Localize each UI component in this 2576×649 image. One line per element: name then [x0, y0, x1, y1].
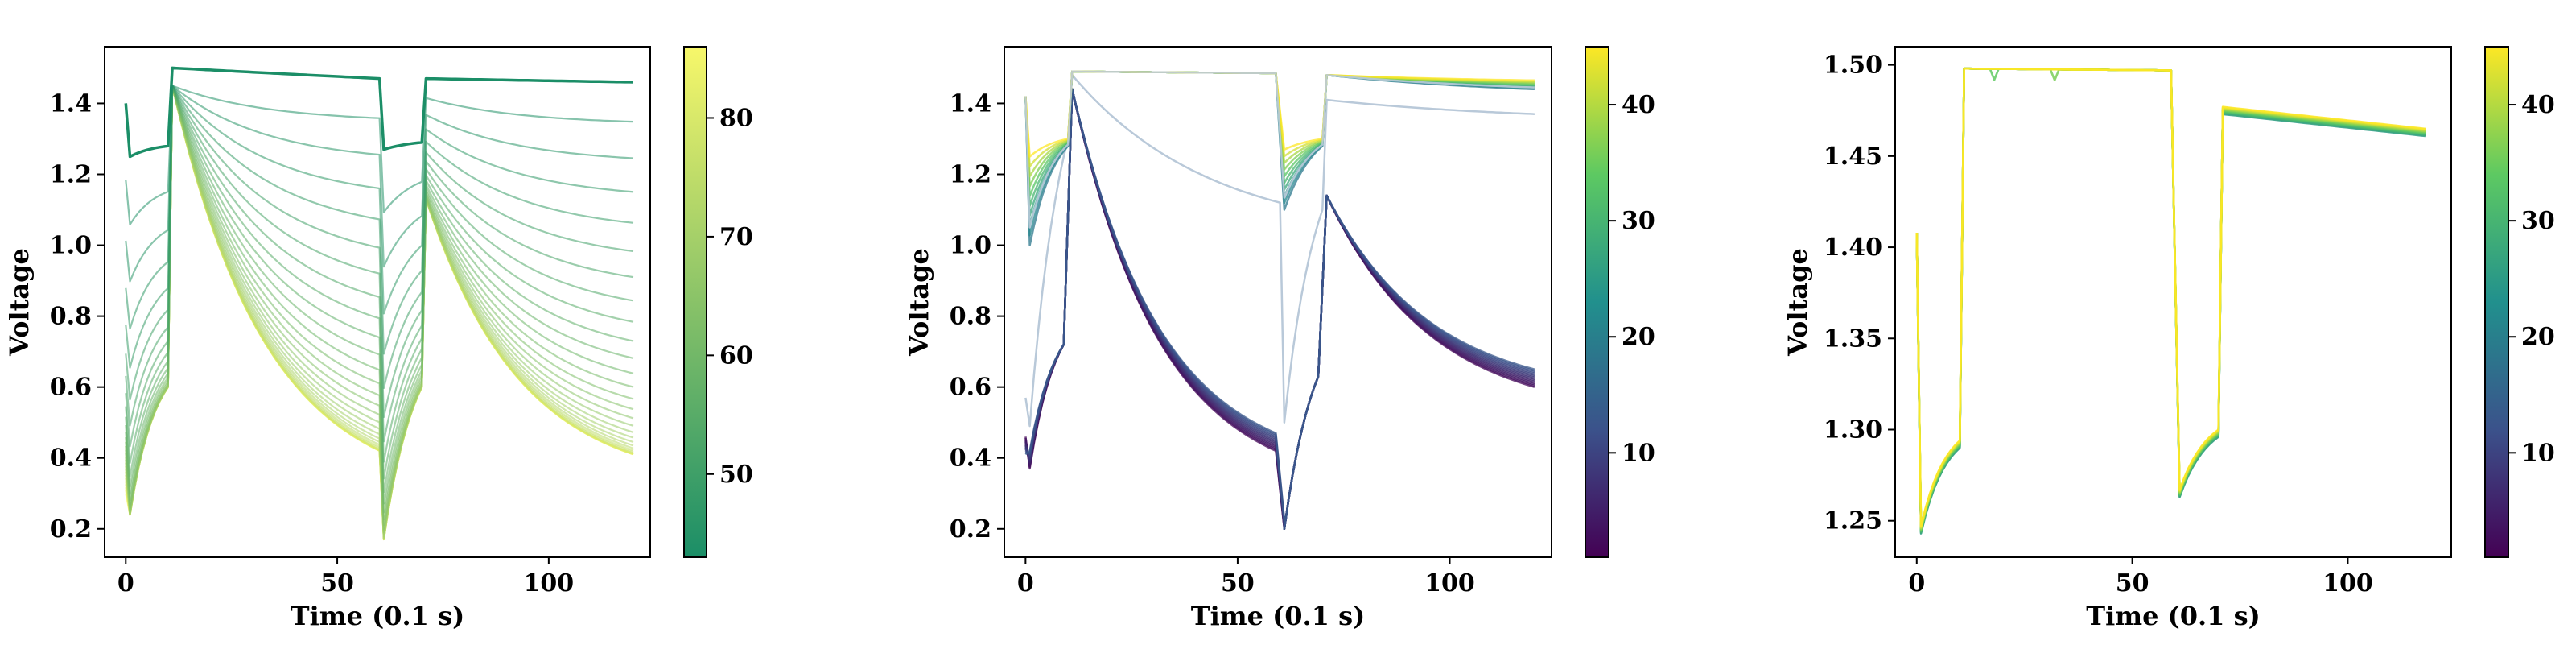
y-tick-label: 1.4	[50, 89, 92, 118]
panel-middle: 0 50 100 0.2 0.4 0.6 0.8 1.0 1.2 1.4 Time (0.1 s) V…	[904, 46, 1655, 631]
y-tick-label: 0.4	[50, 444, 92, 473]
series-line	[1024, 88, 1535, 531]
y-tick-label: 1.25	[1824, 507, 1882, 535]
plot-frame	[104, 46, 651, 558]
y-tick-label: 1.45	[1824, 143, 1882, 171]
colorbar-tick-label: 40	[2521, 91, 2555, 119]
y-tick-label: 1.35	[1824, 324, 1882, 353]
y-axis-label: Voltage	[4, 248, 35, 357]
colorbar-tick-label: 30	[2521, 207, 2555, 235]
colorbar	[2484, 46, 2509, 558]
colorbar-tick-label: 50	[719, 461, 753, 489]
x-tick-label: 50	[2116, 569, 2149, 597]
y-axis-label: Voltage	[904, 248, 934, 357]
series-line	[125, 85, 634, 330]
series-line	[1915, 67, 2426, 529]
plot-frame	[1004, 46, 1552, 558]
x-tick-label: 0	[117, 569, 134, 597]
colorbar-tick-label: 80	[719, 104, 753, 132]
x-tick-label: 100	[524, 569, 575, 597]
y-tick-label: 1.50	[1824, 52, 1882, 80]
series-line	[125, 85, 634, 283]
y-tick-label: 0.6	[50, 374, 92, 402]
series-line	[1915, 67, 2426, 533]
series-line	[124, 66, 634, 159]
colorbar-tick-label: 70	[719, 223, 753, 251]
colorbar-tick-label: 60	[719, 341, 753, 370]
y-tick-label: 1.4	[950, 89, 991, 118]
series-line	[1915, 67, 2426, 535]
plot-frame	[1894, 46, 2452, 558]
colorbar	[1585, 46, 1609, 558]
y-tick-label: 0.8	[50, 303, 92, 331]
series-line	[1915, 67, 2426, 531]
series-line	[1915, 67, 2426, 534]
series-line	[1915, 67, 2426, 527]
series-line	[125, 85, 634, 401]
y-tick-label: 0.4	[950, 444, 991, 473]
series-lines	[1024, 70, 1535, 531]
panel-right: 0 50 100 1.25 1.30 1.35 1.40 1.45 1.50 Time (0.1 …	[1783, 46, 2555, 631]
series-line	[1915, 67, 2426, 531]
y-tick-label: 0.2	[50, 515, 92, 544]
colorbar-tick-label: 40	[1622, 91, 1655, 119]
panel-left: 0 50 100 0.2 0.4 0.6 0.8 1.0 1.2 1.4 Time (0.1 s) V…	[4, 46, 753, 631]
series-line	[1915, 67, 2426, 530]
y-tick-label: 1.0	[50, 232, 92, 260]
series-line	[125, 85, 634, 369]
series-lines	[124, 66, 634, 541]
colorbar-tick-label: 10	[2521, 439, 2555, 467]
colorbar	[683, 46, 707, 558]
x-axis-label: Time (0.1 s)	[291, 601, 464, 631]
x-tick-label: 50	[1221, 569, 1255, 597]
series-line	[1915, 67, 2426, 528]
colorbar-tick-label: 10	[1622, 439, 1655, 467]
colorbar-tick-label: 20	[1622, 323, 1655, 351]
x-axis-label: Time (0.1 s)	[2086, 601, 2260, 631]
x-tick-label: 100	[1424, 569, 1475, 597]
y-tick-label: 0.6	[950, 374, 991, 402]
series-line	[1915, 67, 2426, 532]
x-tick-label: 50	[320, 569, 354, 597]
y-axis-label: Voltage	[1783, 248, 1813, 357]
x-tick-label: 0	[1908, 569, 1925, 597]
y-tick-label: 1.40	[1824, 234, 1882, 262]
series-line	[1024, 73, 1535, 428]
colorbar-tick-label: 20	[2521, 323, 2555, 351]
y-tick-label: 1.30	[1824, 416, 1882, 444]
y-tick-label: 1.0	[950, 232, 991, 260]
colorbar-tick-label: 30	[1622, 207, 1655, 235]
series-lines	[1915, 67, 2426, 535]
y-tick-label: 0.8	[950, 303, 991, 331]
series-line	[1915, 67, 2426, 531]
series-line	[1024, 70, 1535, 229]
series-line	[125, 85, 634, 225]
x-tick-label: 100	[2323, 569, 2373, 597]
x-axis-label: Time (0.1 s)	[1191, 601, 1365, 631]
y-tick-label: 1.2	[50, 161, 92, 189]
x-tick-label: 0	[1017, 569, 1034, 597]
y-tick-label: 0.2	[950, 515, 991, 544]
series-line	[1915, 67, 2426, 534]
y-tick-label: 1.2	[950, 161, 991, 189]
